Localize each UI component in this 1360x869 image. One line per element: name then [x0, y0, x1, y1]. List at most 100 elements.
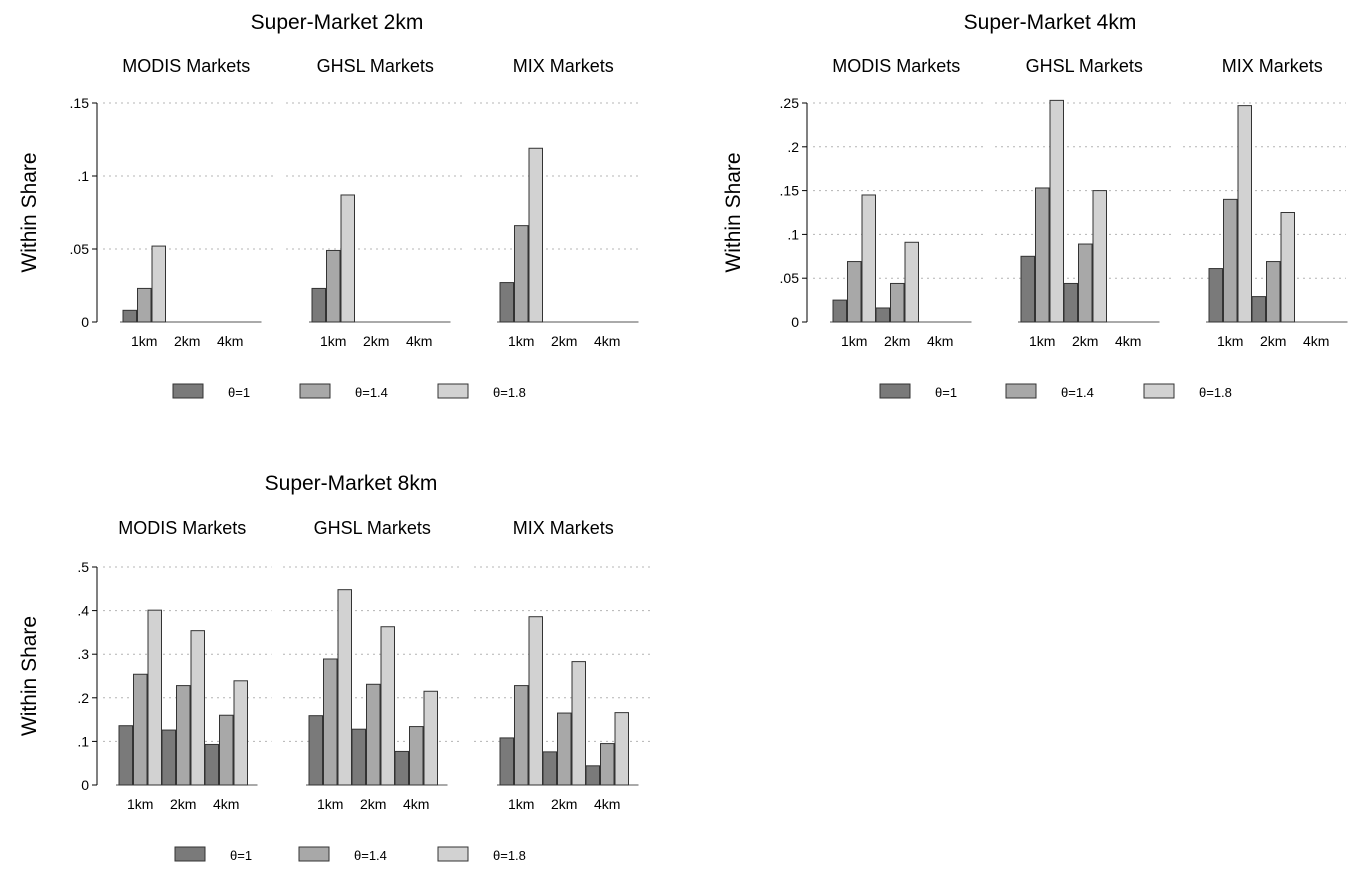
bar-1km-series-0: [1208, 268, 1223, 323]
bar-4km-series-1: [600, 743, 615, 786]
bar-2km-series-2: [190, 630, 205, 786]
subplot-title: MIX Markets: [1222, 56, 1323, 76]
legend-swatch: [174, 846, 206, 862]
bar-1km-series-1: [323, 658, 338, 786]
legend-label: θ=1.4: [1061, 385, 1094, 400]
subplot-mix-markets: MIX Markets 1km 2km 4km: [1206, 56, 1348, 349]
x-category-label: 4km: [217, 333, 243, 349]
bar-4km-series-1: [219, 714, 234, 786]
subplot-mix-markets: MIX Markets 1km 2km 4km: [497, 56, 639, 349]
legend-label: θ=1: [230, 848, 252, 863]
y-axis-label: Within Share: [18, 152, 41, 272]
bar-1km-series-0: [832, 299, 847, 323]
y-tick-label: 0: [791, 314, 799, 330]
x-category-label: 1km: [508, 796, 534, 812]
bar-2km-series-1: [366, 683, 381, 786]
legend: θ=1 θ=1.4 θ=1.8: [172, 383, 526, 400]
x-category-label: 1km: [841, 333, 867, 349]
x-category-label: 1km: [127, 796, 153, 812]
x-category-label: 2km: [363, 333, 389, 349]
bar-1km-series-0: [499, 737, 514, 786]
bar-1km-series-1: [137, 287, 152, 323]
y-tick-label: .2: [787, 139, 799, 155]
y-tick-label: .1: [77, 168, 89, 184]
y-axis-label: Within Share: [722, 152, 745, 272]
legend-swatch: [437, 846, 469, 862]
subplot-title: MIX Markets: [513, 518, 614, 538]
bar-1km-series-1: [847, 261, 862, 323]
legend-swatch: [1005, 383, 1037, 399]
subplot-title: GHSL Markets: [1026, 56, 1143, 76]
x-category-label: 2km: [170, 796, 196, 812]
bar-1km-series-1: [1035, 187, 1050, 323]
bar-1km-series-2: [528, 616, 543, 786]
bar-2km-series-2: [904, 241, 919, 323]
subplot-modis-markets: MODIS Markets 1km 2km 4km: [120, 56, 262, 349]
y-tick-label: .2: [77, 690, 89, 706]
bar-4km-series-2: [423, 690, 438, 786]
chart-super-market-2: Super-Market 8km Within Share 0 .1 .2 .3 .4 .5 M…: [18, 472, 653, 863]
subplot-modis-markets: MODIS Markets 1km 2km 4km: [116, 518, 258, 812]
bar-4km-series-2: [233, 680, 248, 786]
x-category-label: 1km: [1217, 333, 1243, 349]
y-tick-label: .25: [780, 95, 800, 111]
legend-label: θ=1.8: [1199, 385, 1232, 400]
subplot-modis-markets: MODIS Markets 1km 2km 4km: [830, 56, 972, 349]
x-category-label: 2km: [174, 333, 200, 349]
bar-1km-series-0: [499, 282, 514, 323]
subplot-title: GHSL Markets: [317, 56, 434, 76]
x-category-label: 2km: [551, 796, 577, 812]
x-category-label: 1km: [1029, 333, 1055, 349]
x-category-label: 4km: [406, 333, 432, 349]
bar-2km-series-2: [1092, 190, 1107, 323]
chart-super-market-1: Super-Market 4km Within Share 0 .05 .1 .15 .2.…: [722, 11, 1348, 400]
legend-label: θ=1.8: [493, 848, 526, 863]
subplot-mix-markets: MIX Markets 1km 2km 4km: [497, 518, 639, 812]
bar-1km-series-1: [514, 225, 529, 323]
x-category-label: 1km: [131, 333, 157, 349]
subplot-ghsl-markets: GHSL Markets 1km 2km 4km: [306, 518, 448, 812]
legend-swatch: [299, 383, 331, 399]
bar-1km-series-1: [133, 673, 148, 786]
y-tick-label: .5: [77, 559, 89, 575]
bar-2km-series-1: [1266, 261, 1281, 323]
x-category-label: 4km: [1115, 333, 1141, 349]
bar-1km-series-2: [147, 609, 162, 786]
x-category-label: 1km: [508, 333, 534, 349]
legend-swatch: [879, 383, 911, 399]
bar-4km-series-0: [394, 750, 409, 786]
x-category-label: 2km: [360, 796, 386, 812]
x-category-label: 1km: [320, 333, 346, 349]
bar-1km-series-2: [1049, 99, 1064, 323]
legend-swatch: [1143, 383, 1175, 399]
bar-2km-series-0: [1063, 282, 1078, 323]
bar-1km-series-2: [861, 194, 876, 323]
legend-swatch: [172, 383, 204, 399]
x-category-label: 4km: [403, 796, 429, 812]
subplot-ghsl-markets: GHSL Markets 1km 2km 4km: [1018, 56, 1160, 349]
y-tick-label: .1: [787, 226, 799, 242]
bar-1km-series-0: [122, 309, 137, 323]
y-tick-label: .05: [70, 241, 90, 257]
y-tick-label: .3: [77, 646, 89, 662]
x-category-label: 4km: [594, 333, 620, 349]
x-category-label: 4km: [1303, 333, 1329, 349]
chart-title: Super-Market 4km: [964, 11, 1137, 34]
legend: θ=1 θ=1.4 θ=1.8: [174, 846, 526, 863]
x-category-label: 4km: [594, 796, 620, 812]
y-tick-label: .4: [77, 603, 89, 619]
legend-label: θ=1.8: [493, 385, 526, 400]
bar-1km-series-0: [308, 715, 323, 786]
legend-swatch: [437, 383, 469, 399]
y-tick-label: .1: [77, 733, 89, 749]
legend-swatch: [298, 846, 330, 862]
bar-2km-series-0: [1251, 296, 1266, 323]
bar-1km-series-0: [1020, 255, 1035, 323]
legend-label: θ=1: [935, 385, 957, 400]
bar-2km-series-0: [542, 751, 557, 786]
x-category-label: 4km: [213, 796, 239, 812]
x-category-label: 2km: [551, 333, 577, 349]
legend-label: θ=1.4: [354, 848, 387, 863]
x-category-label: 4km: [927, 333, 953, 349]
